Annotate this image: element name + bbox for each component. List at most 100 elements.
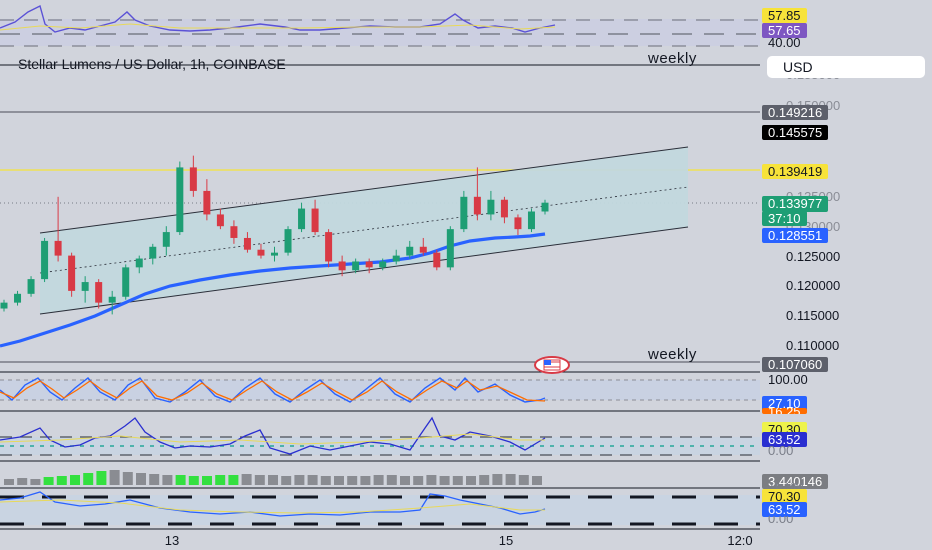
stoch-d-label: 16.25 bbox=[762, 408, 807, 414]
candle-body bbox=[81, 282, 89, 291]
volume-bar bbox=[347, 476, 358, 485]
volume-bar bbox=[175, 475, 186, 485]
volume-bar bbox=[43, 477, 54, 485]
channel-mid-line bbox=[39, 186, 689, 274]
candle-body bbox=[14, 293, 22, 303]
price-tick: 0.120000 bbox=[786, 278, 840, 293]
volume-bar bbox=[17, 478, 28, 485]
candles-group bbox=[0, 155, 549, 315]
rsi-top-yellow-label: 57.85 bbox=[762, 8, 807, 23]
candle-body bbox=[108, 296, 116, 303]
rsi-top-signal-line bbox=[0, 23, 556, 31]
candle-body bbox=[230, 226, 238, 238]
candle-body bbox=[135, 258, 143, 268]
candle-body bbox=[284, 229, 292, 253]
volume-bar bbox=[254, 475, 265, 485]
candle-body bbox=[473, 196, 481, 215]
volume-bar bbox=[400, 476, 410, 485]
volume-bar bbox=[149, 474, 160, 485]
rsi3-band bbox=[0, 495, 760, 525]
candle-body bbox=[95, 282, 103, 303]
weekly-low-price-label: 0.107060 bbox=[762, 357, 829, 372]
candle-body bbox=[406, 246, 414, 256]
candle-body bbox=[419, 246, 427, 253]
volume-bar bbox=[136, 473, 146, 485]
rsi2-signal-line bbox=[0, 433, 545, 445]
volume-bar bbox=[452, 476, 463, 485]
volume-bar bbox=[202, 476, 212, 485]
candle-body bbox=[311, 208, 319, 233]
parallel-channel-fill bbox=[40, 147, 688, 314]
stoch-d-line bbox=[0, 380, 546, 402]
candle-body bbox=[460, 196, 468, 230]
volume-bar bbox=[505, 474, 516, 485]
volume-bar bbox=[492, 474, 503, 485]
candle-body bbox=[0, 302, 8, 309]
chart-title: Stellar Lumens / US Dollar, 1h, COINBASE bbox=[18, 56, 286, 72]
channel-lower-line bbox=[39, 226, 689, 315]
volume-bar bbox=[294, 475, 305, 485]
candle-body bbox=[392, 255, 400, 262]
weekly-label-bottom: weekly bbox=[648, 346, 697, 363]
candle-body bbox=[365, 261, 373, 268]
rsi3-level-label: 0.00 bbox=[768, 516, 794, 524]
currency-select[interactable]: USD bbox=[767, 56, 925, 78]
x-tick-13: 13 bbox=[165, 533, 179, 548]
price-label-level-mid: 0.145575 bbox=[762, 125, 829, 140]
volume-bar bbox=[413, 476, 424, 485]
stoch-band bbox=[0, 380, 760, 400]
candle-body bbox=[149, 246, 157, 259]
rsi2-level-label: 0.00 bbox=[768, 446, 794, 455]
volume-bar bbox=[268, 475, 278, 485]
candle-body bbox=[446, 229, 454, 268]
ma-line bbox=[0, 232, 546, 348]
weekly-label-top: weekly bbox=[648, 50, 697, 67]
candle-body bbox=[27, 279, 35, 294]
price-tick: 0.115000 bbox=[786, 308, 839, 323]
rsi3-blue-label: 63.52 bbox=[762, 502, 807, 517]
volume-bar bbox=[228, 475, 239, 485]
candle-body bbox=[257, 249, 265, 256]
candle-body bbox=[176, 167, 184, 233]
rsi2-blue-label: 63.52 bbox=[762, 432, 807, 447]
candle-body bbox=[298, 208, 306, 230]
volume-indicator-label: 3.440146 bbox=[762, 474, 829, 489]
candle-body bbox=[271, 252, 278, 256]
candle-body bbox=[487, 199, 495, 215]
volume-bar bbox=[56, 476, 67, 485]
price-tick: 0.125000 bbox=[786, 249, 840, 264]
rsi-top-pane bbox=[0, 4, 760, 66]
volume-bar bbox=[188, 476, 199, 485]
volume-bar bbox=[439, 476, 450, 485]
rsi2-pane bbox=[0, 410, 760, 456]
price-pane bbox=[0, 111, 760, 363]
candle-body bbox=[203, 190, 211, 215]
volume-bar bbox=[334, 476, 344, 485]
us-flag-icon[interactable] bbox=[534, 356, 570, 374]
candle-body bbox=[189, 167, 197, 191]
candle-body bbox=[500, 199, 508, 218]
candle-body bbox=[162, 232, 170, 247]
volume-bar bbox=[83, 473, 94, 485]
volume-bar bbox=[241, 474, 252, 485]
rsi3-signal-line bbox=[0, 499, 545, 514]
candle-body bbox=[433, 252, 441, 268]
candle-body bbox=[352, 261, 360, 271]
volume-bar bbox=[162, 475, 173, 485]
volume-bar bbox=[70, 475, 80, 485]
candle-body bbox=[122, 267, 130, 297]
volume-bar bbox=[373, 475, 384, 485]
candle-countdown-label: 37:10 bbox=[762, 211, 807, 226]
price-label-level-upper: 0.149216 bbox=[762, 105, 829, 120]
volume-bar bbox=[386, 475, 397, 485]
stoch-pane bbox=[0, 371, 760, 403]
rsi-top-line bbox=[0, 4, 556, 33]
channel-upper-line bbox=[39, 146, 689, 234]
stoch-k-line bbox=[0, 376, 546, 403]
volume-bar bbox=[320, 476, 331, 485]
last-price-label: 0.133977 bbox=[762, 196, 829, 212]
stoch-k-label: 27.10 bbox=[762, 396, 807, 411]
candle-body bbox=[541, 202, 549, 212]
rsi3-line bbox=[0, 491, 546, 517]
